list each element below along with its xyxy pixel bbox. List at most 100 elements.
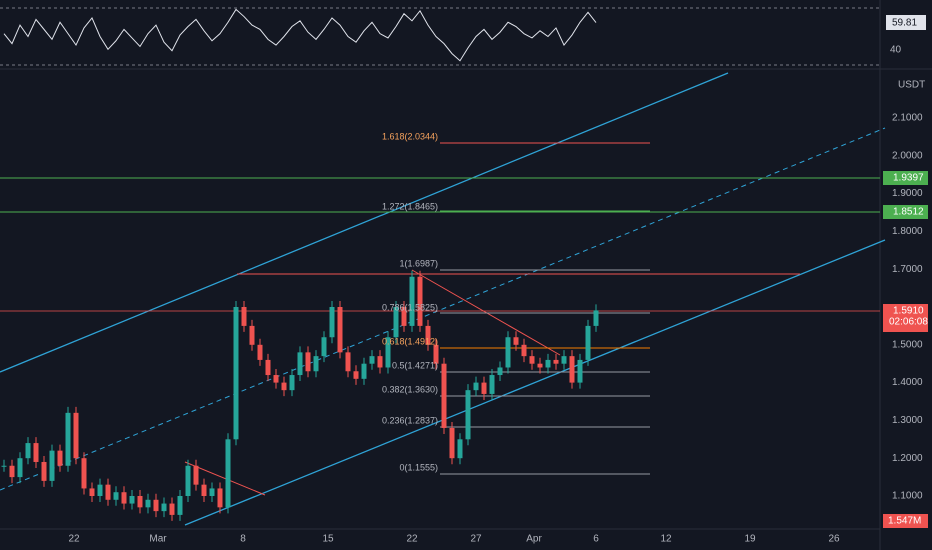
candle xyxy=(561,356,567,364)
channel-upper xyxy=(0,72,729,373)
labels: 59.81 40 USDT 2.1000 2.0000 1.9000 1.8000 1.700… xyxy=(68,15,928,545)
candle xyxy=(297,352,303,376)
price-tick: 1.1000 xyxy=(892,491,923,502)
candle xyxy=(353,371,359,379)
candle xyxy=(121,492,127,504)
price-tick: 1.7000 xyxy=(892,264,923,275)
candle xyxy=(361,363,367,379)
candle xyxy=(225,439,231,508)
candle xyxy=(65,412,71,466)
candle xyxy=(113,492,119,500)
candle xyxy=(537,363,543,368)
candle xyxy=(1,465,7,467)
volume-tag-box xyxy=(883,514,928,528)
candle xyxy=(497,367,503,376)
rsi-line xyxy=(3,8,597,62)
candle xyxy=(577,359,583,383)
volume-tag: 1.547M xyxy=(888,516,921,527)
time-label: 22 xyxy=(406,534,418,545)
fib-label: 0.618(1.4912) xyxy=(382,336,438,346)
candle xyxy=(545,359,551,368)
candle xyxy=(153,499,159,512)
candle xyxy=(305,352,311,372)
fib-lines xyxy=(440,142,650,475)
price-tick: 1.8000 xyxy=(892,226,923,237)
candle xyxy=(49,450,55,481)
candle xyxy=(449,427,455,459)
candle xyxy=(169,503,175,515)
candle xyxy=(89,488,95,496)
candle xyxy=(313,356,319,372)
price-tick: 1.5000 xyxy=(892,339,923,350)
fib-label: 1.618(2.0344) xyxy=(382,131,438,141)
candle xyxy=(137,496,143,508)
candle xyxy=(73,412,79,459)
time-label: 15 xyxy=(322,534,334,545)
candle xyxy=(433,344,439,364)
channel-lower xyxy=(184,239,886,526)
candle xyxy=(385,337,391,368)
candle xyxy=(185,465,191,496)
fib-label: 0.382(1.3630) xyxy=(382,384,438,394)
price-tag: 1.9397 xyxy=(893,173,924,184)
rsi-tag: 59.81 xyxy=(892,18,917,29)
candle xyxy=(193,465,199,485)
price-tick: 1.9000 xyxy=(892,188,923,199)
price-tag: 1.8512 xyxy=(893,207,924,218)
time-label: Apr xyxy=(526,534,542,545)
candle xyxy=(201,484,207,496)
price-tick: 1.3000 xyxy=(892,415,923,426)
candle xyxy=(377,356,383,368)
time-label: 27 xyxy=(470,534,482,545)
candle xyxy=(281,382,287,391)
candle xyxy=(273,375,279,383)
candle xyxy=(393,307,399,338)
candle xyxy=(217,488,223,508)
price-tag-box xyxy=(883,171,928,185)
candle xyxy=(321,337,327,357)
candle xyxy=(97,484,103,496)
fib-label: 0.5(1.4271) xyxy=(392,360,438,370)
candle xyxy=(505,337,511,368)
fib-label: 1(1.6987) xyxy=(399,258,438,268)
candle xyxy=(9,465,15,478)
candle xyxy=(345,352,351,372)
candle xyxy=(81,458,87,489)
channel-mid xyxy=(0,127,886,491)
time-label: 12 xyxy=(660,534,672,545)
candle xyxy=(17,458,23,478)
candles xyxy=(1,8,599,521)
price-tag-box xyxy=(883,304,928,332)
candle xyxy=(569,356,575,383)
time-label: 19 xyxy=(744,534,756,545)
fib-label: 0.236(1.2837) xyxy=(382,415,438,425)
candle xyxy=(593,310,599,326)
price-tick: 1.4000 xyxy=(892,377,923,388)
candle xyxy=(529,356,535,364)
price-tick: 1.2000 xyxy=(892,453,923,464)
price-tick: 2.0000 xyxy=(892,150,923,161)
candle xyxy=(265,359,271,376)
candle xyxy=(521,344,527,357)
candle xyxy=(417,276,423,326)
time-label: 22 xyxy=(68,534,80,545)
candle xyxy=(337,307,343,353)
currency-label: USDT xyxy=(898,80,925,91)
candle xyxy=(585,325,591,360)
candle xyxy=(481,382,487,394)
candle xyxy=(329,307,335,338)
candle xyxy=(489,375,495,394)
candle xyxy=(145,499,151,508)
rsi-tag-box xyxy=(886,15,926,30)
candle xyxy=(41,461,47,481)
candle xyxy=(105,484,111,500)
candle xyxy=(25,443,31,459)
candle xyxy=(425,325,431,345)
time-label: 6 xyxy=(593,534,599,545)
candle xyxy=(257,344,263,360)
candle xyxy=(177,496,183,515)
fib-label: 0(1.1555) xyxy=(399,462,438,472)
